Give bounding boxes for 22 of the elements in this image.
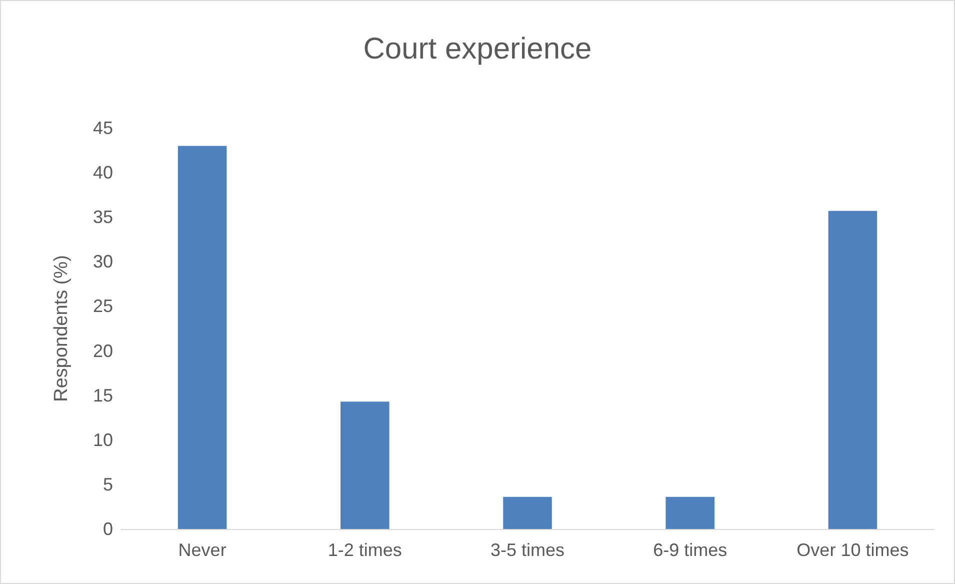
y-tick-label: 25 <box>92 296 113 316</box>
y-tick-label: 5 <box>102 474 113 494</box>
x-tick-label: 3-5 times <box>490 540 565 560</box>
bar <box>503 496 552 529</box>
y-tick-label: 30 <box>92 252 113 272</box>
y-tick-label: 45 <box>92 118 113 138</box>
y-tick-label: 0 <box>102 519 113 539</box>
x-tick-label: 1-2 times <box>328 540 402 560</box>
bar <box>828 210 878 529</box>
y-tick-label: 40 <box>92 162 113 183</box>
x-tick-label: Over 10 times <box>796 540 909 560</box>
y-tick-label: 10 <box>92 430 113 450</box>
bar <box>178 146 227 529</box>
x-tick-label: 6-9 times <box>653 540 728 560</box>
y-axis-title: Respondents (%) <box>51 255 72 402</box>
chart-title: Court experience <box>363 32 592 66</box>
bar <box>340 402 390 529</box>
y-tick-label: 20 <box>92 340 113 361</box>
y-tick-label: 35 <box>92 207 113 228</box>
x-tick-label: Never <box>178 540 226 560</box>
y-tick-label: 15 <box>92 385 113 406</box>
bar <box>666 496 714 529</box>
